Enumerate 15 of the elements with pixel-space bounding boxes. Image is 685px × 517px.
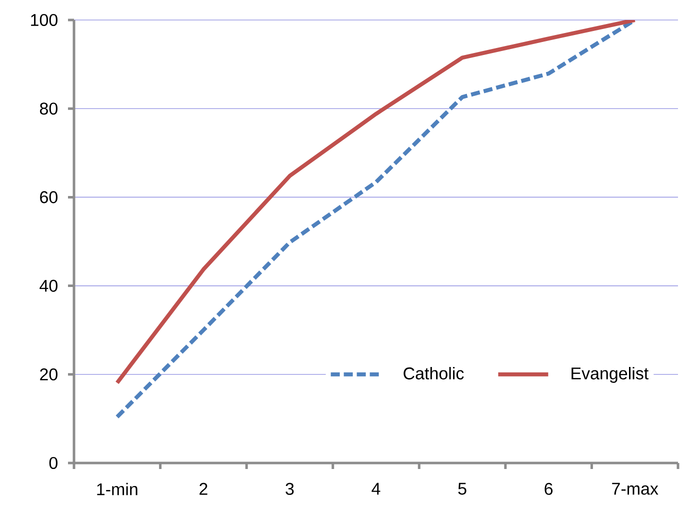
- legend-label: Catholic: [404, 366, 464, 380]
- y-tick-label: 40: [40, 280, 58, 292]
- legend-label: Evangelist: [572, 366, 648, 383]
- x-tick-label: 6: [544, 482, 553, 495]
- x-tick-label: 5: [458, 482, 466, 495]
- x-tick-label: 4: [372, 482, 380, 495]
- y-tick-label: 80: [40, 102, 58, 115]
- y-tick-label: 0: [49, 456, 58, 470]
- y-tick-label: 100: [31, 14, 58, 26]
- x-tick-label: 1-min: [97, 482, 138, 496]
- y-tick-label: 60: [40, 191, 58, 204]
- x-tick-label: 7-max: [612, 482, 658, 495]
- x-tick-label: 3: [286, 482, 294, 495]
- y-tick-label: 20: [40, 368, 58, 380]
- x-tick-label: 2: [200, 482, 208, 495]
